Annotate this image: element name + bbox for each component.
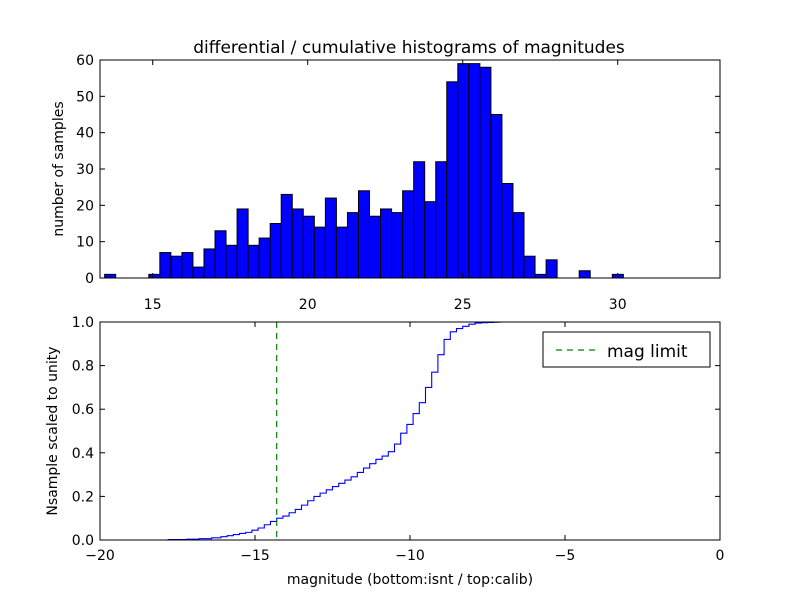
histogram-bar <box>534 273 547 279</box>
top-y-tick-label: 30 <box>76 162 94 178</box>
histogram-bar <box>324 197 337 279</box>
histogram-bar <box>280 193 293 279</box>
histogram-bar <box>402 190 415 279</box>
bottom-y-tick-label: 1.0 <box>72 315 94 331</box>
cumulative-step-line <box>100 321 720 541</box>
histogram-bar <box>247 244 260 279</box>
histogram-bar <box>335 226 348 279</box>
top-x-tick-label: 25 <box>454 297 472 313</box>
histogram-bar <box>523 255 536 279</box>
histogram-bar <box>104 273 117 279</box>
bottom-y-tick-label: 0.6 <box>72 402 94 418</box>
histogram-bar <box>291 208 304 279</box>
histogram-bar <box>479 66 492 279</box>
top-y-tick-label: 60 <box>76 53 94 69</box>
histogram-bar <box>269 223 282 279</box>
histogram-bar <box>490 114 503 279</box>
bottom-x-tick-label: −15 <box>240 548 270 564</box>
histogram-bar <box>225 244 238 279</box>
histogram-bar <box>457 63 470 279</box>
bottom-axis-ticks: −20 −15 −10 −5 0 0.0 0.2 0.4 0.6 0.8 1.0 <box>72 315 725 564</box>
top-y-tick-label: 40 <box>76 126 94 142</box>
histogram-bar <box>545 259 558 279</box>
top-y-tick-label: 0 <box>85 271 94 287</box>
histogram-bar <box>380 208 393 279</box>
top-x-tick-label: 30 <box>609 297 627 313</box>
histogram-bar <box>578 270 591 279</box>
histogram-bar <box>170 255 183 279</box>
bottom-line-group <box>100 321 720 541</box>
histogram-bar <box>446 81 459 279</box>
histogram-bar <box>369 215 382 279</box>
bottom-y-tick-label: 0.8 <box>72 359 94 375</box>
top-x-tick-label: 15 <box>144 297 162 313</box>
histogram-bar <box>214 230 227 279</box>
top-bars-group <box>104 63 624 279</box>
bottom-x-tick-label: −10 <box>395 548 425 564</box>
histogram-bar <box>468 63 481 279</box>
histogram-bar <box>346 212 359 279</box>
histogram-bar <box>236 208 249 279</box>
top-y-tick-label: 10 <box>76 235 94 251</box>
bottom-x-tick-label: −5 <box>555 548 576 564</box>
histogram-bar <box>192 266 205 279</box>
bottom-y-tick-label: 0.4 <box>72 446 94 462</box>
top-axis-ticks: 15 20 25 30 0 10 20 30 40 50 60 <box>76 53 720 313</box>
legend: mag limit <box>542 331 711 368</box>
histogram-bar <box>258 237 271 279</box>
bottom-x-tick-label: 0 <box>716 548 725 564</box>
bottom-x-axis-label: magnitude (bottom:isnt / top:calib) <box>287 572 533 588</box>
bottom-y-tick-label: 0.0 <box>72 533 94 549</box>
histogram-bar <box>424 201 437 279</box>
histogram-bar <box>203 248 216 279</box>
histogram-bar <box>302 215 315 279</box>
top-y-axis-label: number of samples <box>51 101 67 236</box>
histogram-bar <box>512 212 525 279</box>
histogram-bar <box>391 212 404 279</box>
legend-mag-limit-label: mag limit <box>607 342 688 362</box>
histogram-bar <box>313 226 326 279</box>
histogram-bar <box>181 252 194 279</box>
histogram-bar <box>148 273 161 279</box>
top-chart-title: differential / cumulative histograms of … <box>193 38 625 58</box>
histogram-bar <box>501 183 514 279</box>
bottom-y-tick-label: 0.2 <box>72 489 94 505</box>
bottom-y-axis-label: Nsample scaled to unity <box>45 346 61 515</box>
top-x-tick-label: 20 <box>299 297 317 313</box>
histogram-bar <box>159 252 172 279</box>
histogram-bar <box>413 161 426 279</box>
top-y-tick-label: 50 <box>76 89 94 105</box>
top-y-tick-label: 20 <box>76 198 94 214</box>
histogram-bar <box>357 190 371 279</box>
histogram-bar <box>435 161 448 279</box>
bottom-x-tick-label: −20 <box>85 548 115 564</box>
